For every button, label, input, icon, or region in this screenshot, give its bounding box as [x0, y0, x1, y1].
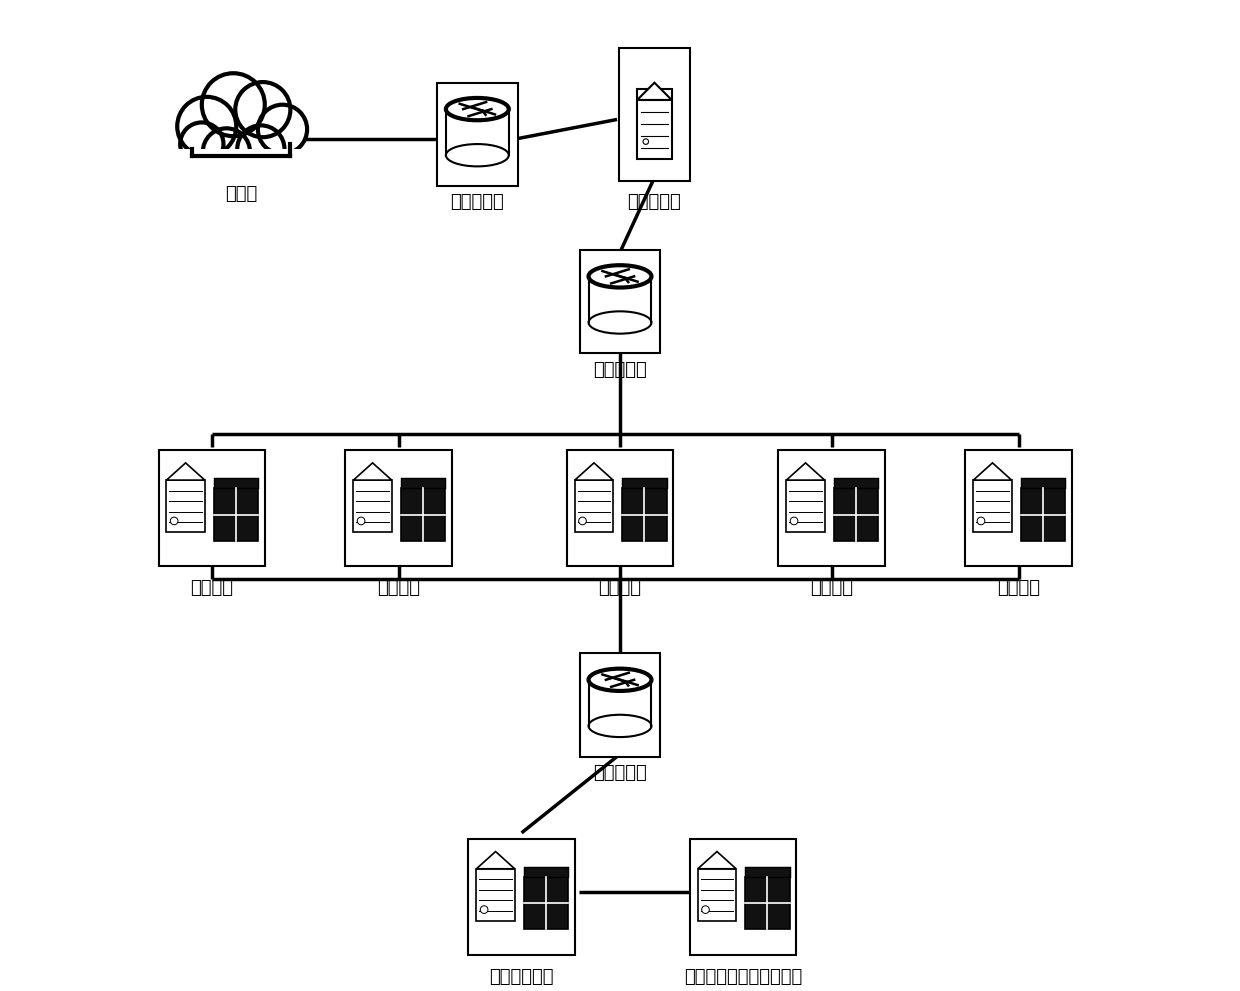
- Ellipse shape: [446, 144, 508, 166]
- Bar: [567, 450, 673, 566]
- Circle shape: [480, 906, 487, 914]
- Bar: [579, 653, 661, 756]
- Bar: [973, 480, 1012, 532]
- Polygon shape: [637, 82, 672, 100]
- Bar: [469, 838, 574, 955]
- Circle shape: [202, 73, 265, 136]
- Bar: [745, 866, 790, 877]
- Text: 外网交换机: 外网交换机: [450, 193, 505, 211]
- Bar: [637, 88, 672, 160]
- Ellipse shape: [589, 266, 651, 287]
- Bar: [159, 450, 265, 566]
- Bar: [786, 480, 825, 532]
- Polygon shape: [973, 463, 1012, 480]
- Text: 互联网: 互联网: [224, 185, 258, 203]
- Polygon shape: [786, 463, 825, 480]
- Circle shape: [702, 906, 709, 914]
- Bar: [401, 489, 445, 541]
- Bar: [589, 680, 651, 726]
- Bar: [689, 838, 796, 955]
- Circle shape: [579, 517, 587, 525]
- Bar: [523, 877, 568, 930]
- Circle shape: [170, 517, 179, 525]
- Bar: [172, 149, 310, 183]
- Bar: [346, 450, 451, 566]
- Bar: [579, 250, 661, 353]
- Circle shape: [977, 517, 985, 525]
- Polygon shape: [476, 851, 515, 869]
- Polygon shape: [575, 463, 613, 480]
- Circle shape: [237, 126, 284, 172]
- Ellipse shape: [589, 311, 651, 334]
- Ellipse shape: [589, 669, 651, 691]
- Circle shape: [790, 517, 797, 525]
- Text: 负载均衡器: 负载均衡器: [627, 193, 681, 211]
- Bar: [575, 480, 613, 532]
- Text: 存储节点: 存储节点: [599, 579, 641, 597]
- Text: 存储节点: 存储节点: [190, 579, 233, 597]
- Bar: [213, 478, 258, 489]
- Polygon shape: [698, 851, 737, 869]
- Text: 存储节点: 存储节点: [377, 579, 420, 597]
- Bar: [745, 877, 790, 930]
- Bar: [966, 450, 1071, 566]
- Bar: [401, 478, 445, 489]
- Ellipse shape: [589, 715, 651, 737]
- Circle shape: [203, 128, 250, 175]
- Bar: [213, 489, 258, 541]
- Text: 内网交换机: 内网交换机: [593, 361, 647, 379]
- Text: 存储节点: 存储节点: [810, 579, 853, 597]
- Polygon shape: [166, 463, 205, 480]
- Bar: [436, 82, 517, 186]
- Bar: [833, 478, 878, 489]
- Bar: [622, 478, 667, 489]
- Ellipse shape: [446, 98, 508, 120]
- Circle shape: [236, 82, 290, 137]
- Bar: [1021, 478, 1065, 489]
- Bar: [619, 49, 689, 181]
- Bar: [476, 869, 515, 921]
- Bar: [698, 869, 737, 921]
- Text: 内网交换机: 内网交换机: [593, 764, 647, 782]
- Bar: [353, 480, 392, 532]
- Circle shape: [177, 97, 237, 156]
- Bar: [779, 450, 884, 566]
- Text: 同步协调节点: 同步协调节点: [490, 967, 554, 986]
- Bar: [523, 866, 568, 877]
- Bar: [166, 480, 205, 532]
- Circle shape: [644, 139, 649, 145]
- Polygon shape: [353, 463, 392, 480]
- Text: 存储节点: 存储节点: [997, 579, 1040, 597]
- Text: 同步协调节点－热备节点: 同步协调节点－热备节点: [684, 967, 802, 986]
- Bar: [1021, 489, 1065, 541]
- Circle shape: [357, 517, 365, 525]
- Bar: [622, 489, 667, 541]
- Bar: [589, 276, 651, 322]
- Circle shape: [180, 123, 223, 165]
- Bar: [446, 109, 508, 156]
- Circle shape: [258, 105, 308, 154]
- Bar: [833, 489, 878, 541]
